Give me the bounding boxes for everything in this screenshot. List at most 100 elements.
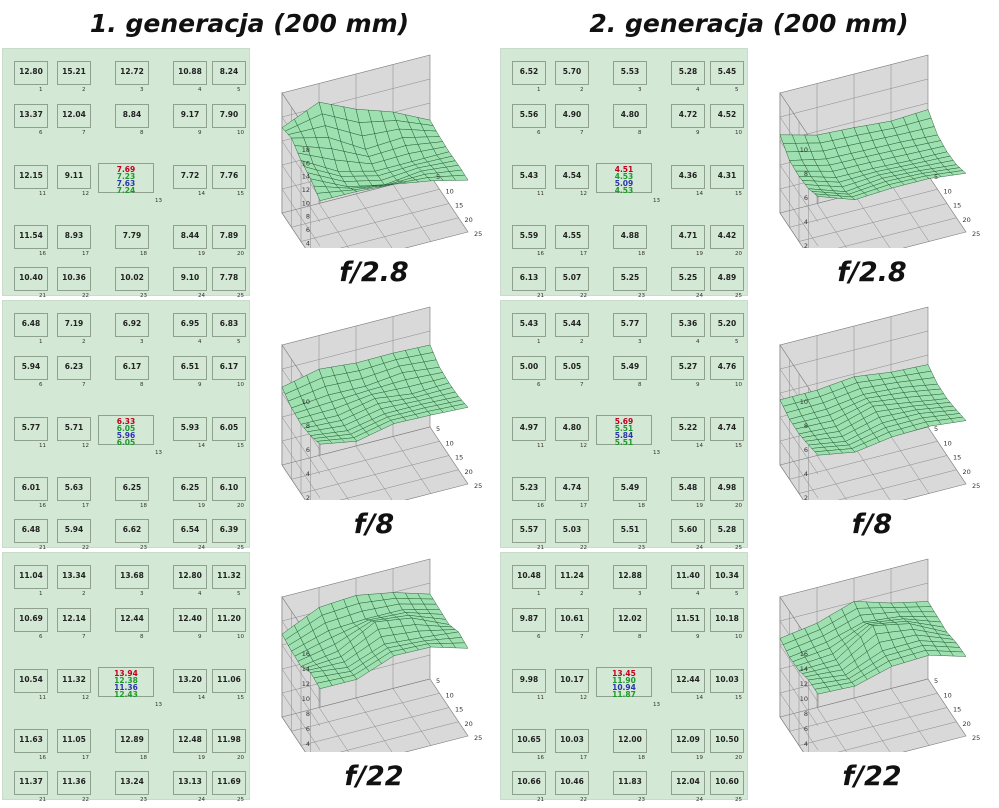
grid-cell: 5.36 xyxy=(671,313,705,337)
z-tick-label: 8 xyxy=(804,422,808,430)
cell-value: 10.03 xyxy=(560,735,584,744)
y-tick-label: 25 xyxy=(972,230,980,238)
cell-value: 7.78 xyxy=(219,273,239,282)
grid-cell: 10.60 xyxy=(710,771,744,795)
cell-index: 18 xyxy=(140,251,147,257)
cell-index: 25 xyxy=(735,545,742,551)
grid-cell: 11.32 xyxy=(57,669,91,693)
cell-value: 6.05 xyxy=(219,423,239,432)
cell-value: 6.25 xyxy=(122,483,142,492)
cell-value: 5.28 xyxy=(717,525,737,534)
cell-index: 7 xyxy=(82,130,86,136)
cell-index: 19 xyxy=(696,755,703,761)
cell-index: 2 xyxy=(82,339,86,345)
grid-cell: 6.52 xyxy=(512,61,546,85)
y-tick-label: 15 xyxy=(953,706,961,714)
y-tick-label: 20 xyxy=(963,468,971,476)
x-tick-label: 24 xyxy=(427,248,435,249)
cell-index: 13 xyxy=(653,198,660,204)
cell-value: 13.37 xyxy=(19,110,43,119)
cell-index: 19 xyxy=(198,755,205,761)
cell-index: 5 xyxy=(237,591,241,597)
x-tick-label: 24 xyxy=(427,752,435,753)
cell-index: 20 xyxy=(735,755,742,761)
cell-index: 6 xyxy=(537,382,541,388)
cell-value: 12.48 xyxy=(178,735,202,744)
cell-value: 10.50 xyxy=(715,735,739,744)
surface-plot: 1614121086420222324510152025 xyxy=(748,552,996,752)
cell-value: 9.17 xyxy=(180,110,200,119)
cell-index: 3 xyxy=(140,591,144,597)
cell-index: 8 xyxy=(638,130,642,136)
cell-value: 12.04 xyxy=(676,777,700,786)
grid-cell: 5.94 xyxy=(57,519,91,543)
grid-cell: 5.60 xyxy=(671,519,705,543)
grid-cell: 9.10 xyxy=(173,267,207,291)
cell-value: 12.80 xyxy=(178,571,202,580)
grid-cell: 12.44 xyxy=(671,669,705,693)
cell-value: 12.14 xyxy=(62,614,86,623)
z-tick-label: 6 xyxy=(306,446,310,454)
center-measurement: 13.45 11.90 10.94 11.87 xyxy=(596,667,652,699)
grid-cell: 10.03 xyxy=(710,669,744,693)
cell-index: 15 xyxy=(735,191,742,197)
surface-plot: 181614121086420222324510152025 xyxy=(250,48,498,248)
cell-value: 12.72 xyxy=(120,67,144,76)
y-tick-label: 10 xyxy=(944,187,952,195)
cell-index: 12 xyxy=(580,191,587,197)
cell-index: 7 xyxy=(580,130,584,136)
grid-cell: 10.48 xyxy=(512,565,546,589)
grid-cell: 11.69 xyxy=(212,771,246,795)
cell-value: 4.52 xyxy=(717,110,737,119)
cell-value: 4.80 xyxy=(562,423,582,432)
cell-index: 1 xyxy=(39,339,43,345)
grid-cell: 7.79 xyxy=(115,225,149,249)
cell-index: 21 xyxy=(39,797,46,803)
cell-value: 4.90 xyxy=(562,110,582,119)
center-value: 5.69 xyxy=(614,417,634,426)
z-tick-label: 10 xyxy=(800,398,808,406)
cell-index: 17 xyxy=(580,755,587,761)
grid-cell: 5.53 xyxy=(613,61,647,85)
cell-value: 4.98 xyxy=(717,483,737,492)
cell-index: 1 xyxy=(39,591,43,597)
cell-index: 17 xyxy=(82,503,89,509)
grid-cell: 5.43 xyxy=(512,313,546,337)
grid-cell: 4.76 xyxy=(710,356,744,380)
grid-cell: 11.83 xyxy=(613,771,647,795)
z-tick-label: 2 xyxy=(306,494,310,500)
center-measurement: 6.33 6.05 5.96 6.05 xyxy=(98,415,154,447)
y-tick-label: 20 xyxy=(465,468,473,476)
cell-value: 5.25 xyxy=(678,273,698,282)
grid-cell: 5.49 xyxy=(613,356,647,380)
grid-cell: 6.25 xyxy=(173,477,207,501)
cell-value: 11.63 xyxy=(19,735,43,744)
cell-value: 5.00 xyxy=(519,362,539,371)
cell-index: 20 xyxy=(237,503,244,509)
cell-value: 10.65 xyxy=(517,735,541,744)
cell-value: 10.66 xyxy=(517,777,541,786)
measurement-grid: 10.48 1 11.24 2 12.88 3 11.40 4 10.34 5 9.87 6 10.61… xyxy=(500,552,748,803)
grid-cell: 13.13 xyxy=(173,771,207,795)
cell-value: 5.93 xyxy=(180,423,200,432)
y-tick-label: 10 xyxy=(944,439,952,447)
cell-index: 12 xyxy=(580,443,587,449)
cell-index: 4 xyxy=(696,339,700,345)
cell-value: 11.51 xyxy=(676,614,700,623)
cell-index: 15 xyxy=(237,695,244,701)
cell-index: 3 xyxy=(638,339,642,345)
cell-value: 6.95 xyxy=(180,319,200,328)
grid-cell: 12.14 xyxy=(57,608,91,632)
x-tick-label: 24 xyxy=(925,752,933,753)
cell-value: 4.72 xyxy=(678,110,698,119)
cell-value: 5.53 xyxy=(620,67,640,76)
cell-index: 12 xyxy=(82,191,89,197)
grid-cell: 13.34 xyxy=(57,565,91,589)
cell-value: 5.56 xyxy=(519,110,539,119)
cell-index: 6 xyxy=(39,382,43,388)
cell-index: 13 xyxy=(653,450,660,456)
grid-cell: 5.45 xyxy=(710,61,744,85)
cell-value: 12.44 xyxy=(120,614,144,623)
cell-index: 25 xyxy=(237,797,244,803)
cell-value: 6.23 xyxy=(64,362,84,371)
